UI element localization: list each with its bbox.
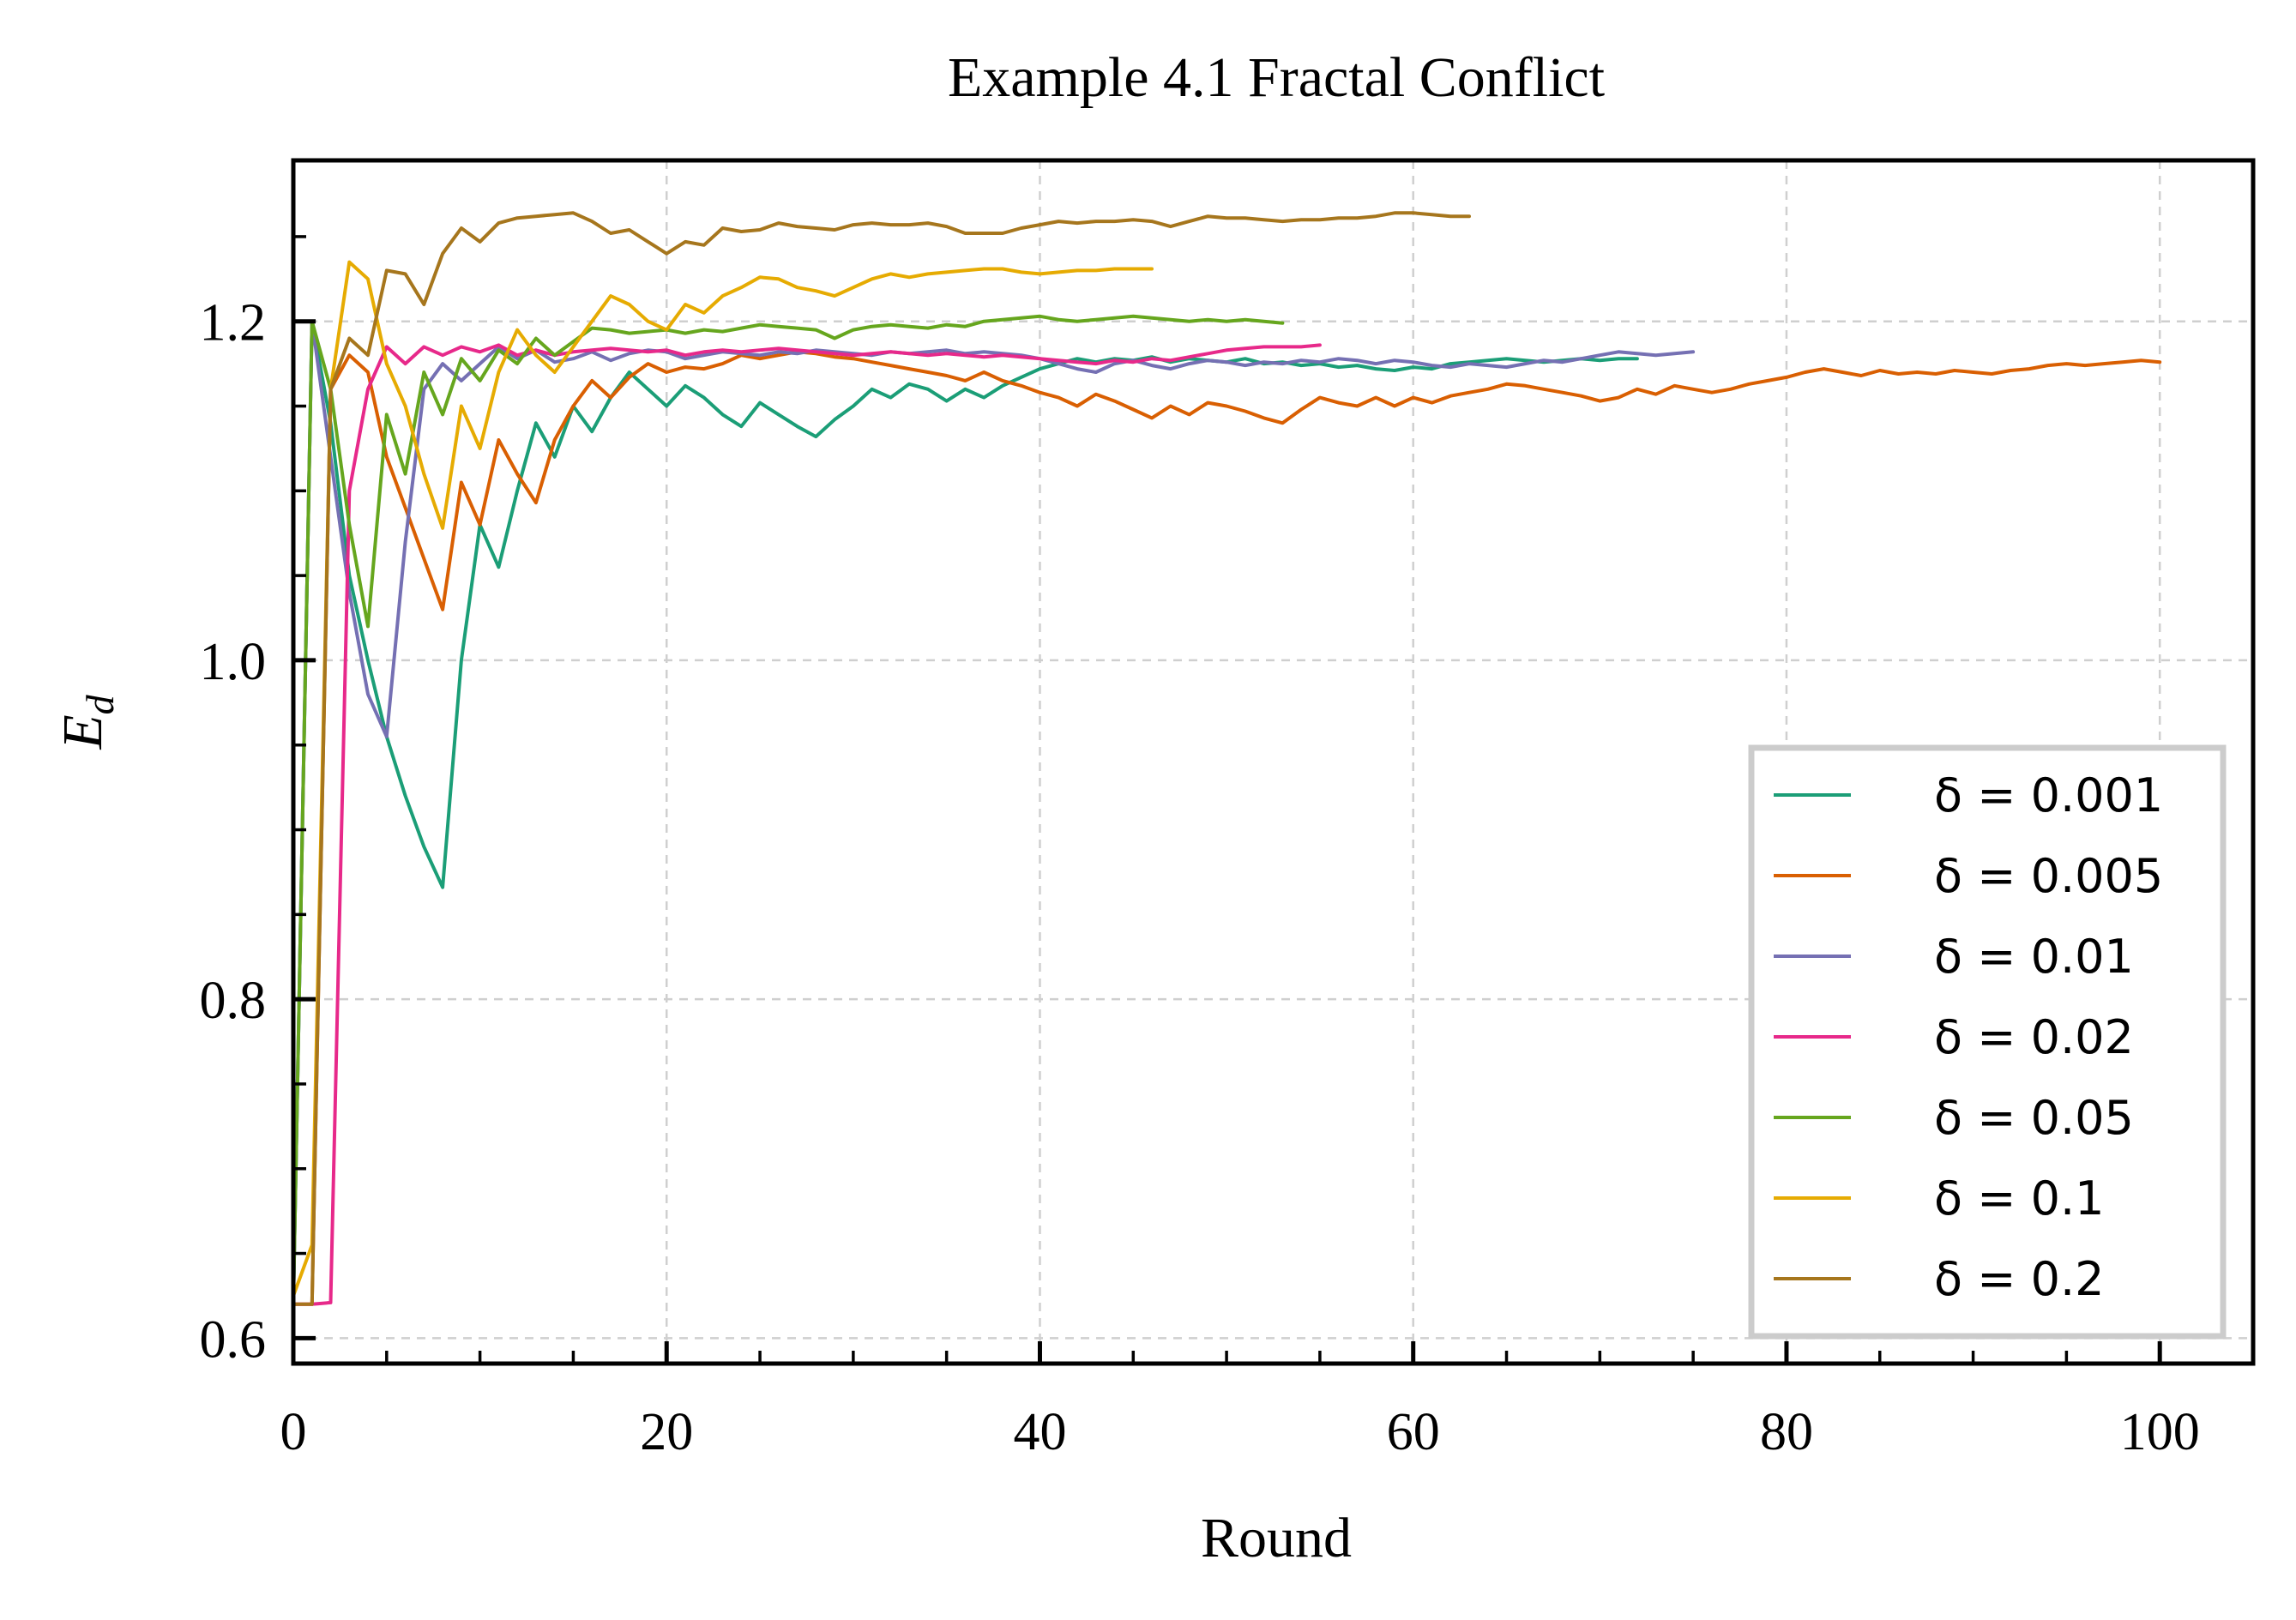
x-tick-label: 100 — [2120, 1403, 2200, 1461]
legend-label: δ = 0.02 — [1934, 1010, 2134, 1064]
series-line-1 — [292, 350, 2162, 1306]
series-line-3 — [292, 343, 1322, 1306]
y-tick-label: 0.8 — [200, 972, 267, 1030]
legend-label: δ = 0.01 — [1934, 930, 2134, 984]
legend-label: δ = 0.001 — [1934, 768, 2163, 822]
legend-label: δ = 0.1 — [1934, 1171, 2105, 1226]
y-tick-label: 0.6 — [200, 1310, 267, 1369]
y-axis-label-subscript: d — [78, 694, 122, 714]
y-tick-label: 1.2 — [200, 294, 267, 352]
series-line-5 — [292, 260, 1154, 1298]
legend: δ = 0.001 δ = 0.005 δ = 0.01 δ = 0.02 δ = 0.… — [1748, 744, 2227, 1340]
series-line-6 — [292, 211, 1471, 1306]
axis-ticks: 0 20 40 60 80 100 0.6 0.8 1.0 1.2 — [200, 235, 2200, 1461]
chart-title: Example 4.1 Fractal Conflict — [948, 46, 1605, 109]
y-axis-label: Ed — [51, 694, 122, 750]
series-layer — [292, 211, 2162, 1306]
legend-frame — [1748, 744, 2227, 1340]
x-tick-label: 80 — [1760, 1403, 1813, 1461]
x-tick-label: 60 — [1387, 1403, 1440, 1461]
series-line-0 — [292, 319, 1639, 1306]
plot-frame — [291, 158, 2256, 1366]
series-line-4 — [292, 314, 1285, 1306]
y-axis-label-base: E — [51, 714, 114, 750]
legend-label: δ = 0.2 — [1934, 1252, 2105, 1306]
x-tick-label: 0 — [280, 1403, 307, 1461]
y-tick-label: 1.0 — [200, 633, 267, 691]
x-axis-label: Round — [1201, 1507, 1352, 1569]
x-tick-label: 40 — [1013, 1403, 1066, 1461]
legend-label: δ = 0.005 — [1934, 849, 2163, 903]
x-tick-label: 20 — [640, 1403, 693, 1461]
legend-label: δ = 0.05 — [1934, 1091, 2134, 1145]
